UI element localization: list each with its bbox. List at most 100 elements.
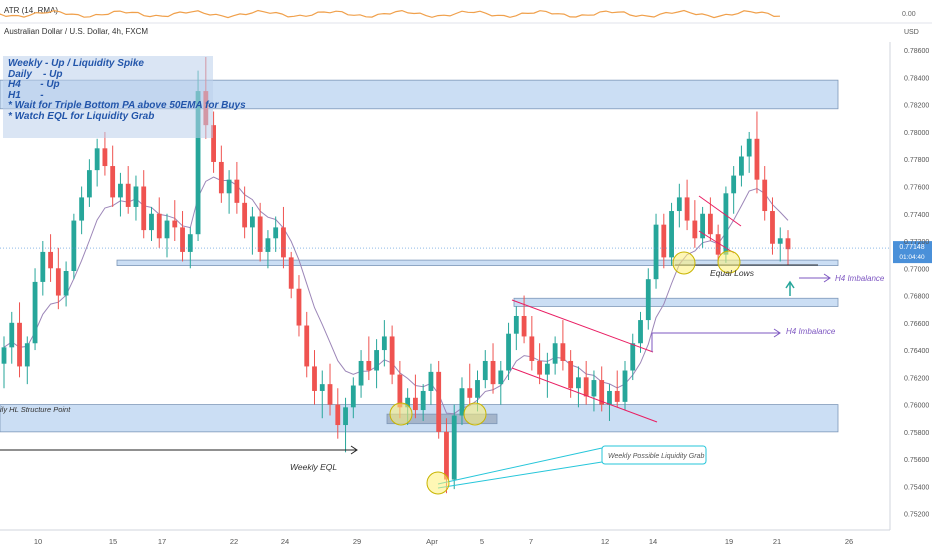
- y-tick-label: 0.77800: [904, 157, 929, 164]
- liquidity-circle: [463, 402, 487, 426]
- x-tick-label: 5: [480, 537, 484, 546]
- candle-body: [614, 390, 620, 402]
- candle-body: [172, 220, 178, 228]
- atr-right-value: 0.00: [902, 11, 916, 18]
- y-tick-label: 0.76200: [904, 375, 929, 382]
- candle-body: [591, 380, 597, 397]
- note-line: Weekly - Up / Liquidity Spike: [8, 58, 144, 69]
- candle-body: [630, 343, 636, 371]
- flag-upper-line: [698, 195, 742, 227]
- candle-body: [86, 170, 92, 198]
- note-line: H4 - Up: [8, 79, 60, 91]
- currency-label: USD: [904, 29, 919, 36]
- x-tick-label: 22: [230, 537, 238, 546]
- candle-body: [451, 415, 457, 480]
- candle-body: [102, 148, 108, 167]
- h4-imbalance-arrowhead-1: [823, 273, 831, 283]
- candle-body: [319, 384, 325, 391]
- x-tick-label: 15: [109, 537, 117, 546]
- h4-imbalance-zone: [513, 297, 839, 307]
- candle-body: [17, 322, 22, 367]
- candle-body: [692, 220, 698, 239]
- candle-body: [125, 183, 131, 207]
- candle-body: [583, 377, 589, 397]
- candle-body: [288, 257, 294, 289]
- price-tag-countdown: 01:04:40: [899, 254, 925, 261]
- candle-body: [350, 385, 356, 408]
- candle-body: [211, 125, 216, 162]
- candle-body: [118, 183, 123, 198]
- candle-body: [746, 138, 752, 157]
- hl-structure-zone: [0, 404, 839, 433]
- candle-body: [467, 388, 473, 398]
- candle-body: [754, 138, 760, 180]
- candle-body: [71, 220, 77, 272]
- candle-body: [164, 220, 170, 239]
- candle-body: [335, 404, 341, 426]
- candle-body: [55, 268, 61, 296]
- candle-body: [312, 366, 317, 391]
- price-tag-value: 0.77148: [899, 244, 924, 251]
- candle-body: [187, 234, 193, 252]
- candle-body: [32, 281, 38, 344]
- candle-body: [304, 325, 310, 367]
- x-tick-label: 24: [281, 537, 289, 546]
- candle-body: [296, 288, 302, 326]
- x-tick-label: 19: [725, 537, 733, 546]
- y-tick-label: 0.78000: [904, 130, 929, 137]
- weekly-eql-arrow: [350, 445, 358, 455]
- candle-body: [576, 377, 581, 389]
- liquidity-circle: [672, 251, 696, 275]
- candle-body: [762, 179, 768, 212]
- equal-lows-label: Equal Lows: [710, 268, 755, 278]
- channel-upper-line: [511, 299, 654, 353]
- candle-body: [48, 251, 53, 269]
- candle-body: [599, 380, 605, 405]
- candle-body: [180, 227, 185, 252]
- h4-imbalance-label-2: H4 Imbalance: [786, 327, 836, 336]
- candle-body: [560, 343, 566, 361]
- candle-body: [273, 227, 279, 239]
- candle-body: [785, 238, 791, 250]
- y-tick-label: 0.78600: [904, 48, 929, 55]
- hl-structure-label: ily HL Structure Point: [0, 405, 71, 414]
- liquidity-circle: [717, 250, 741, 274]
- y-tick-label: 0.78400: [904, 75, 929, 82]
- candle-body: [568, 360, 574, 389]
- candle-body: [723, 193, 729, 255]
- candle-body: [343, 407, 348, 426]
- candle-body: [537, 360, 543, 375]
- chart-title: Australian Dollar / U.S. Dollar, 4h, FXC…: [4, 27, 148, 36]
- x-tick-label: Apr: [426, 537, 438, 546]
- candle-body: [607, 390, 612, 405]
- candle-body: [218, 161, 224, 194]
- liquidity-callout-box: [601, 445, 707, 465]
- note-line: H1 -: [8, 89, 44, 101]
- h4-imbalance-label-1: H4 Imbalance: [835, 274, 885, 283]
- candle-body: [1, 347, 7, 364]
- candle-body: [156, 213, 162, 239]
- candle-body: [475, 380, 480, 398]
- channel-lower-line: [511, 367, 658, 423]
- y-tick-label: 0.77000: [904, 266, 929, 273]
- liquidity-circle: [389, 402, 413, 426]
- candle-body: [412, 397, 418, 411]
- candle-body: [715, 234, 721, 255]
- equal-lows-zone: [116, 259, 839, 266]
- candle-body: [234, 179, 240, 203]
- y-tick-label: 0.77200: [904, 239, 929, 246]
- candle-body: [436, 371, 442, 432]
- candle-body: [444, 431, 449, 480]
- price-tag: [893, 241, 932, 264]
- candle-body: [63, 271, 69, 296]
- candle-body: [428, 371, 434, 391]
- eql-box: [386, 413, 498, 425]
- candle-body: [94, 148, 100, 171]
- y-tick-label: 0.76600: [904, 321, 929, 328]
- candle-body: [684, 197, 690, 221]
- trade-notes: Weekly - Up / Liquidity Spike Daily - Up…: [3, 56, 246, 138]
- x-tick-label: 17: [158, 537, 166, 546]
- x-tick-label: 10: [34, 537, 42, 546]
